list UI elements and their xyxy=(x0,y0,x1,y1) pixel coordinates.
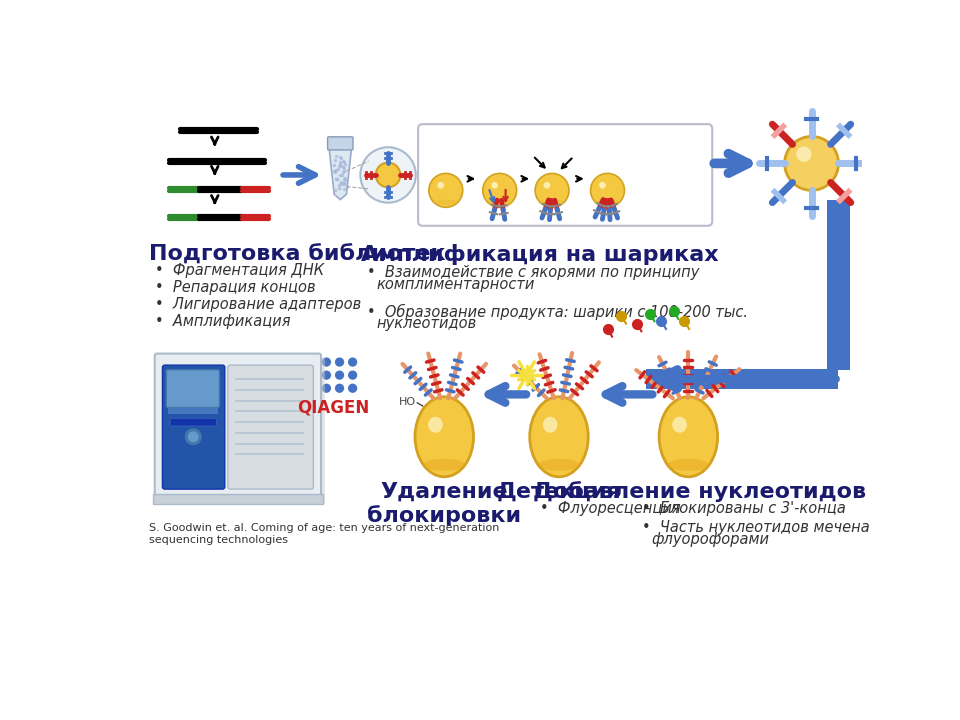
Circle shape xyxy=(590,174,624,207)
Text: •  Лигирование адаптеров: • Лигирование адаптеров xyxy=(155,297,361,312)
Circle shape xyxy=(309,357,318,366)
Circle shape xyxy=(543,182,550,189)
Circle shape xyxy=(483,174,516,207)
FancyBboxPatch shape xyxy=(170,418,216,426)
FancyBboxPatch shape xyxy=(155,354,321,500)
Ellipse shape xyxy=(668,459,708,471)
Text: QIAGEN: QIAGEN xyxy=(297,399,369,417)
FancyBboxPatch shape xyxy=(162,365,225,489)
Circle shape xyxy=(429,174,463,207)
Circle shape xyxy=(335,371,344,379)
Circle shape xyxy=(322,371,331,379)
FancyBboxPatch shape xyxy=(327,137,353,150)
Bar xyxy=(154,495,323,504)
Ellipse shape xyxy=(486,199,514,204)
Circle shape xyxy=(335,384,344,393)
Circle shape xyxy=(599,182,606,189)
Text: •  Фрагментация ДНК: • Фрагментация ДНК xyxy=(155,264,324,279)
Circle shape xyxy=(309,384,318,393)
Ellipse shape xyxy=(428,417,443,433)
Circle shape xyxy=(796,146,811,162)
Circle shape xyxy=(360,147,416,202)
FancyBboxPatch shape xyxy=(166,370,220,408)
Ellipse shape xyxy=(672,417,687,433)
Circle shape xyxy=(335,357,344,366)
Ellipse shape xyxy=(539,459,580,471)
Circle shape xyxy=(322,384,331,393)
Text: Удаление
блокировки: Удаление блокировки xyxy=(367,482,521,526)
Ellipse shape xyxy=(543,417,558,433)
Ellipse shape xyxy=(530,397,588,477)
Text: HO: HO xyxy=(398,397,416,407)
Circle shape xyxy=(322,357,331,366)
Circle shape xyxy=(184,428,203,446)
Circle shape xyxy=(784,137,838,190)
Text: S. Goodwin et. al. Coming of age: ten years of next-generation
sequencing techno: S. Goodwin et. al. Coming of age: ten ye… xyxy=(150,523,500,544)
Text: •  Амплификация: • Амплификация xyxy=(155,315,290,329)
Ellipse shape xyxy=(423,459,465,471)
Circle shape xyxy=(375,163,400,187)
Text: Подготовка библиотек: Подготовка библиотек xyxy=(150,244,446,264)
Text: •  Образование продукта: шарики с 100-200 тыс.: • Образование продукта: шарики с 100-200… xyxy=(368,304,748,320)
Text: нуклеотидов: нуклеотидов xyxy=(376,316,477,331)
Text: Добавление нуклеотидов: Добавление нуклеотидов xyxy=(534,482,867,503)
Bar xyxy=(168,408,218,415)
FancyBboxPatch shape xyxy=(158,357,324,505)
Circle shape xyxy=(309,371,318,379)
Circle shape xyxy=(348,371,357,379)
Ellipse shape xyxy=(415,397,473,477)
Circle shape xyxy=(188,431,199,442)
Polygon shape xyxy=(329,148,351,199)
Ellipse shape xyxy=(432,199,459,204)
Bar xyxy=(827,200,850,370)
Ellipse shape xyxy=(594,199,621,204)
Text: Детекция: Детекция xyxy=(496,482,621,501)
Circle shape xyxy=(348,357,357,366)
Text: •  Репарация концов: • Репарация концов xyxy=(155,280,316,295)
Text: флуорофорами: флуорофорами xyxy=(652,532,769,547)
FancyBboxPatch shape xyxy=(418,124,712,226)
Circle shape xyxy=(535,174,569,207)
Ellipse shape xyxy=(539,199,565,204)
Bar xyxy=(646,369,838,389)
Circle shape xyxy=(438,182,444,189)
Text: •  Взаимодействие с якорями по принципу: • Взаимодействие с якорями по принципу xyxy=(368,265,700,280)
Circle shape xyxy=(348,384,357,393)
Circle shape xyxy=(492,182,498,189)
Text: Амплификация на шариках: Амплификация на шариках xyxy=(361,244,719,265)
Ellipse shape xyxy=(660,397,718,477)
Text: •  Флуоресценция: • Флуоресценция xyxy=(540,501,681,516)
Text: комплиментарности: комплиментарности xyxy=(376,277,535,292)
FancyBboxPatch shape xyxy=(228,365,313,489)
Text: •  Блокированы с 3'-конца: • Блокированы с 3'-конца xyxy=(642,501,846,516)
Text: •  Часть нуклеотидов мечена: • Часть нуклеотидов мечена xyxy=(642,520,870,535)
